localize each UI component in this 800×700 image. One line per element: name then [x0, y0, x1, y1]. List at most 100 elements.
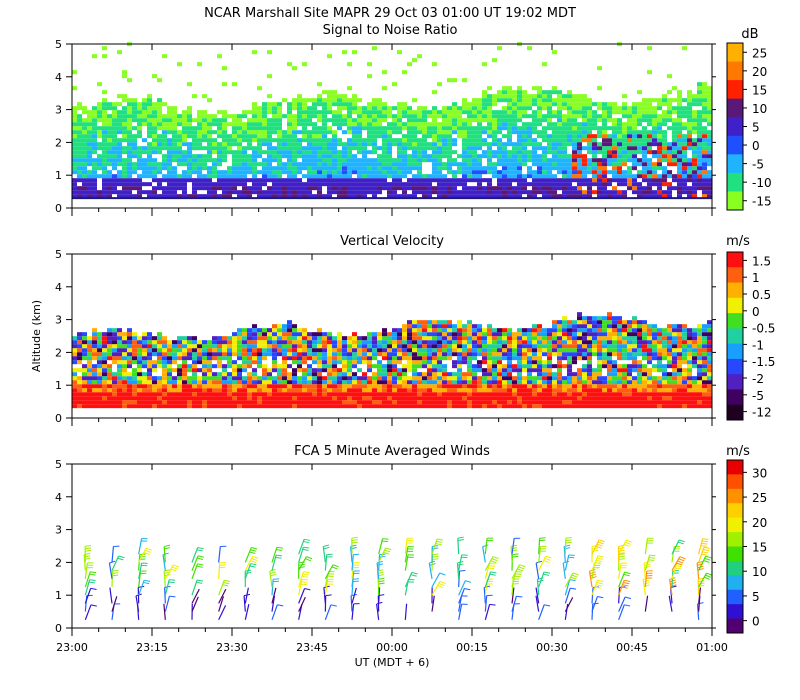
snr-cell — [102, 138, 107, 143]
snr-cell — [687, 90, 692, 95]
velocity-cell — [452, 396, 457, 401]
snr-cell — [102, 154, 107, 159]
snr-cell — [302, 134, 307, 139]
snr-cell — [342, 118, 347, 123]
snr-cell — [192, 182, 197, 187]
snr-cell — [407, 118, 412, 123]
snr-cell — [347, 162, 352, 167]
snr-cell — [542, 62, 547, 67]
snr-cell — [82, 170, 87, 175]
snr-cell — [172, 142, 177, 147]
velocity-cell — [212, 372, 217, 377]
snr-cell — [387, 158, 392, 163]
velocity-cell — [597, 316, 602, 321]
velocity-cell — [227, 388, 232, 393]
snr-cell — [482, 118, 487, 123]
snr-cell — [577, 110, 582, 115]
velocity-cell — [172, 384, 177, 389]
snr-cell — [587, 134, 592, 139]
snr-cell — [157, 142, 162, 147]
snr-cell — [677, 118, 682, 123]
snr-cell — [177, 150, 182, 155]
snr-cell — [282, 138, 287, 143]
velocity-cell — [277, 376, 282, 381]
velocity-cell — [87, 352, 92, 357]
snr-cell — [537, 174, 542, 179]
snr-cell — [442, 130, 447, 135]
snr-cell — [522, 158, 527, 163]
velocity-cell — [552, 380, 557, 385]
velocity-cell — [237, 348, 242, 353]
velocity-cell — [582, 364, 587, 369]
snr-cell — [372, 130, 377, 135]
velocity-cell — [422, 360, 427, 365]
snr-cell — [462, 78, 467, 83]
velocity-cell — [477, 404, 482, 409]
snr-cell — [72, 138, 77, 143]
velocity-cell — [192, 360, 197, 365]
velocity-cell — [517, 328, 522, 333]
velocity-cell — [77, 400, 82, 405]
velocity-cell — [207, 388, 212, 393]
snr-cell — [672, 142, 677, 147]
velocity-cell — [437, 392, 442, 397]
velocity-cell — [537, 364, 542, 369]
snr-cell — [122, 166, 127, 171]
snr-cell — [167, 122, 172, 127]
velocity-cell — [547, 372, 552, 377]
snr-cell — [157, 134, 162, 139]
snr-cell — [292, 118, 297, 123]
velocity-cell — [227, 376, 232, 381]
snr-cell — [77, 170, 82, 175]
snr-cell — [492, 154, 497, 159]
snr-cell — [602, 158, 607, 163]
snr-cell — [122, 126, 127, 131]
snr-cell — [207, 166, 212, 171]
snr-cell — [527, 154, 532, 159]
velocity-cell — [307, 384, 312, 389]
snr-cell — [662, 118, 667, 123]
velocity-cell — [167, 352, 172, 357]
snr-cell — [262, 110, 267, 115]
snr-cell — [137, 106, 142, 111]
snr-cell — [637, 110, 642, 115]
velocity-cell — [432, 360, 437, 365]
velocity-cell — [577, 316, 582, 321]
snr-cell — [282, 182, 287, 187]
snr-cell — [452, 150, 457, 155]
snr-cell — [672, 106, 677, 111]
snr-cell — [207, 182, 212, 187]
snr-cell — [317, 154, 322, 159]
snr-cell — [72, 126, 77, 131]
velocity-cell — [567, 356, 572, 361]
snr-cell — [197, 122, 202, 127]
snr-cell — [167, 130, 172, 135]
snr-cell — [222, 142, 227, 147]
velocity-cell — [257, 340, 262, 345]
snr-cell — [612, 190, 617, 195]
snr-cell — [77, 142, 82, 147]
snr-cell — [402, 146, 407, 151]
velocity-cell — [397, 396, 402, 401]
snr-cell — [252, 122, 257, 127]
snr-cell — [172, 190, 177, 195]
snr-cell — [532, 174, 537, 179]
velocity-cell — [387, 352, 392, 357]
snr-cell — [162, 146, 167, 151]
snr-cell — [87, 158, 92, 163]
snr-cell — [317, 174, 322, 179]
snr-cell — [482, 186, 487, 191]
snr-cell — [387, 130, 392, 135]
snr-cell — [567, 182, 572, 187]
velocity-cell — [322, 356, 327, 361]
snr-cell — [412, 118, 417, 123]
snr-cell — [122, 134, 127, 139]
velocity-cell — [422, 364, 427, 369]
velocity-cell — [597, 400, 602, 405]
velocity-cell — [217, 344, 222, 349]
snr-cell — [102, 54, 107, 59]
snr-cell — [657, 126, 662, 131]
snr-cell — [292, 162, 297, 167]
snr-cell — [687, 118, 692, 123]
velocity-cell — [562, 340, 567, 345]
